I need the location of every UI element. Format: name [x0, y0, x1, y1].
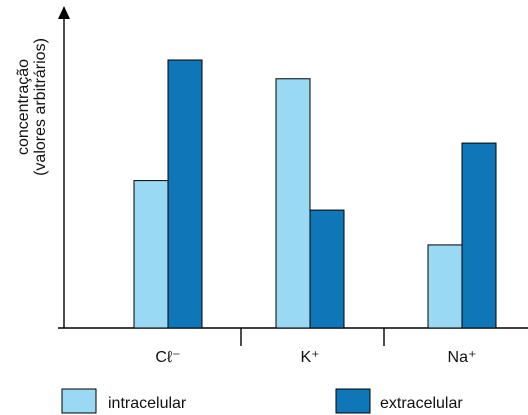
- x-tick-labels: Cℓ⁻ K⁺ Na⁺: [155, 349, 476, 366]
- y-axis-label-line-2: (valores arbitrários): [32, 38, 49, 176]
- bar-intracelular-2: [427, 244, 463, 329]
- x-tick-label-0: Cℓ⁻: [155, 349, 180, 366]
- y-axis-arrow: [58, 6, 70, 19]
- legend-label-extracelular: extracelular: [380, 395, 463, 412]
- bar-intracelular-0: [133, 180, 169, 329]
- bar-extracelular-2: [461, 142, 497, 329]
- legend-item-intracelular: intracelular: [61, 388, 187, 414]
- legend-swatch-extracelular: [335, 388, 371, 414]
- bar-extracelular-1: [309, 209, 345, 329]
- x-tick-label-1: K⁺: [300, 349, 319, 366]
- legend: intracelular extracelular: [61, 388, 463, 414]
- legend-swatch-intracelular: [61, 388, 97, 414]
- bar-intracelular-1: [275, 78, 311, 329]
- x-tick-label-2: Na⁺: [448, 349, 477, 366]
- y-axis-label-line-1: concentração: [15, 59, 32, 155]
- bars: [133, 59, 497, 329]
- legend-item-extracelular: extracelular: [335, 388, 463, 414]
- legend-label-intracelular: intracelular: [108, 395, 187, 412]
- y-axis-label-2: (valores arbitrários): [32, 38, 49, 176]
- bar-extracelular-0: [167, 59, 203, 329]
- y-axis-label: concentração: [15, 59, 32, 155]
